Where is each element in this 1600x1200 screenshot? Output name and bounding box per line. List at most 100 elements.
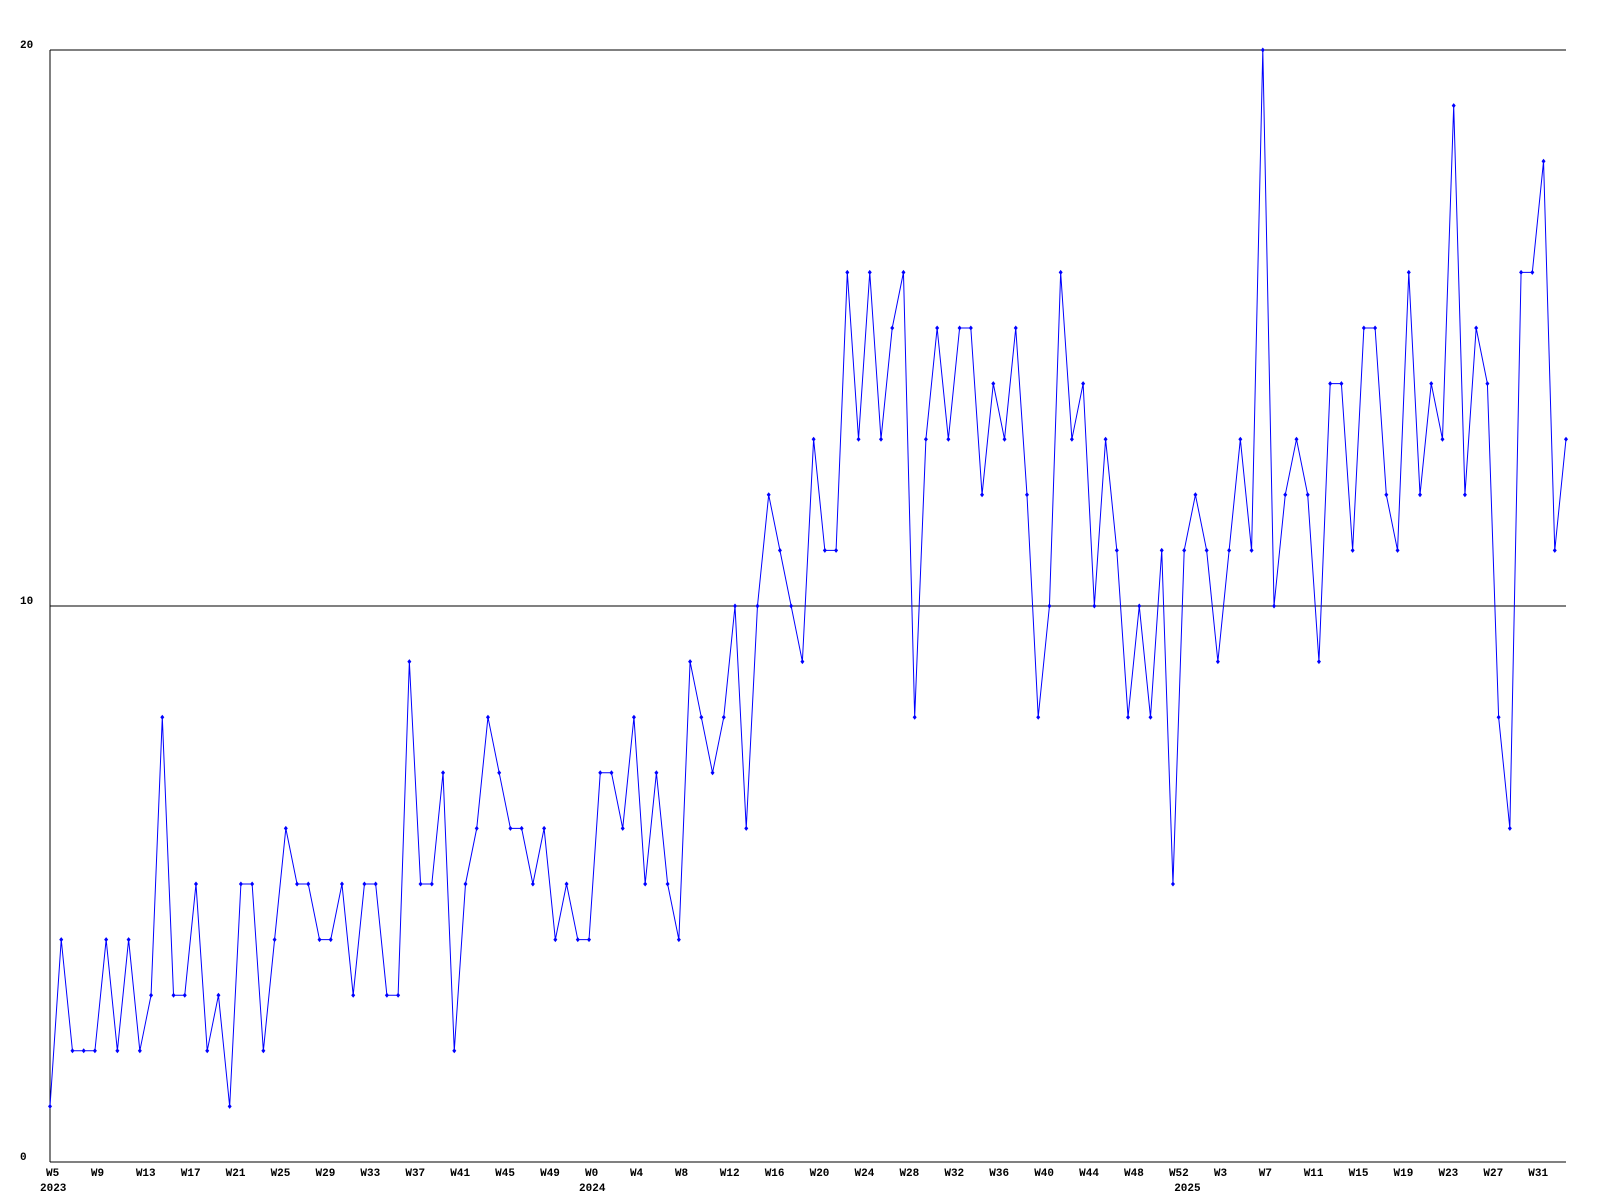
data-point	[1316, 659, 1321, 665]
data-point	[1170, 881, 1175, 887]
data-point	[171, 992, 176, 998]
x-tick-label: W0	[585, 1168, 598, 1180]
data-point	[1429, 381, 1434, 387]
data-point	[1440, 436, 1445, 442]
data-point	[1024, 492, 1029, 498]
data-point	[1373, 325, 1378, 331]
x-tick-label: W29	[316, 1168, 336, 1180]
data-point	[575, 937, 580, 943]
data-point	[306, 881, 311, 887]
data-point	[1204, 547, 1209, 553]
data-point	[1328, 381, 1333, 387]
data-point	[1361, 325, 1366, 331]
x-tick-label: W36	[989, 1168, 1009, 1180]
x-tick-label: W24	[855, 1168, 875, 1180]
x-tick-label: W32	[944, 1168, 964, 1180]
data-point	[1406, 269, 1411, 275]
x-tick-label: W25	[271, 1168, 291, 1180]
data-point	[1036, 714, 1041, 720]
data-point	[912, 714, 917, 720]
data-point	[811, 436, 816, 442]
data-point	[1193, 492, 1198, 498]
x-tick-label: W49	[540, 1168, 560, 1180]
data-point	[193, 881, 198, 887]
data-point	[620, 825, 625, 831]
data-point	[1159, 547, 1164, 553]
data-point	[474, 825, 479, 831]
data-point	[643, 881, 648, 887]
data-point	[1013, 325, 1018, 331]
x-tick-label: W20	[810, 1168, 830, 1180]
data-point	[295, 881, 300, 887]
data-point	[418, 881, 423, 887]
x-tick-label: W7	[1259, 1168, 1272, 1180]
data-line	[49, 49, 1567, 1107]
x-tick-label: W40	[1034, 1168, 1054, 1180]
data-point	[1395, 547, 1400, 553]
data-point	[1564, 436, 1568, 442]
data-point	[261, 1048, 266, 1054]
data-point	[1272, 603, 1277, 609]
data-point	[250, 881, 255, 887]
data-point	[396, 992, 401, 998]
x-tick-label: W33	[360, 1168, 380, 1180]
data-point	[149, 992, 154, 998]
data-point	[48, 1103, 52, 1109]
x-tick-label: W45	[495, 1168, 515, 1180]
data-point	[777, 547, 782, 553]
data-point	[1238, 436, 1243, 442]
data-point	[1058, 269, 1063, 275]
data-point	[1283, 492, 1288, 498]
x-tick-label: W11	[1304, 1168, 1324, 1180]
data-point	[463, 881, 468, 887]
data-point	[1294, 436, 1299, 442]
data-point	[508, 825, 513, 831]
y-tick-label: 20	[20, 40, 33, 52]
data-point	[137, 1048, 142, 1054]
data-point	[238, 881, 243, 887]
data-point	[968, 325, 973, 331]
data-point	[339, 881, 344, 887]
data-point	[688, 659, 693, 665]
x-tick-label: W48	[1124, 1168, 1144, 1180]
data-point	[1260, 47, 1265, 53]
data-point	[867, 269, 872, 275]
data-point	[1496, 714, 1501, 720]
data-point	[160, 714, 165, 720]
data-point	[890, 325, 895, 331]
data-point	[553, 937, 558, 943]
data-point	[1227, 547, 1232, 553]
data-point	[1485, 381, 1490, 387]
data-point	[1137, 603, 1142, 609]
data-point	[935, 325, 940, 331]
data-point	[1148, 714, 1153, 720]
x-tick-label: W5	[46, 1168, 60, 1180]
data-point	[744, 825, 749, 831]
data-point	[654, 770, 659, 776]
data-point	[1126, 714, 1131, 720]
data-point	[1474, 325, 1479, 331]
data-point	[351, 992, 356, 998]
data-point	[1215, 659, 1220, 665]
data-point	[800, 659, 805, 665]
data-point	[1305, 492, 1310, 498]
x-tick-label: W13	[136, 1168, 156, 1180]
data-point	[216, 992, 221, 998]
data-point	[283, 825, 288, 831]
data-point	[1249, 547, 1254, 553]
x-tick-label: W21	[226, 1168, 246, 1180]
x-tick-label: W12	[720, 1168, 740, 1180]
data-point	[542, 825, 547, 831]
data-point	[878, 436, 883, 442]
data-point	[587, 937, 592, 943]
data-point	[1002, 436, 1007, 442]
data-point	[1069, 436, 1074, 442]
data-point	[1552, 547, 1557, 553]
data-point	[1092, 603, 1097, 609]
x-tick-label: W15	[1349, 1168, 1369, 1180]
y-tick-label: 0	[20, 1152, 27, 1164]
data-point	[1451, 103, 1456, 109]
x-tick-label: W16	[765, 1168, 785, 1180]
data-point	[92, 1048, 97, 1054]
